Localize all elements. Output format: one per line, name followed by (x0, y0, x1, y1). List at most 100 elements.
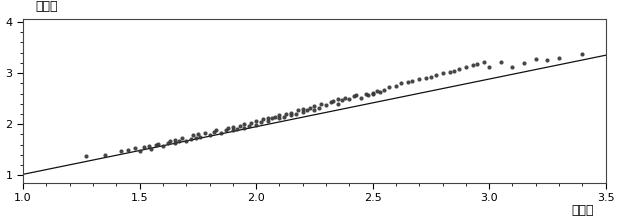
Point (263, 116, 273, 119)
Point (251, 119, 261, 123)
Point (340, 96, 350, 99)
Point (298, 107, 308, 111)
Point (275, 113, 285, 117)
Point (309, 108, 319, 112)
Point (407, 79, 417, 83)
Point (468, 64, 478, 67)
Point (414, 78, 424, 81)
Point (333, 97, 343, 101)
Point (484, 65, 494, 69)
Point (309, 105, 319, 108)
Point (263, 119, 273, 123)
Point (328, 99, 338, 103)
Point (123, 148, 133, 152)
Point (162, 141, 172, 145)
Point (258, 117, 268, 121)
Point (286, 113, 296, 117)
Point (333, 102, 343, 106)
Point (450, 69, 459, 72)
Point (153, 142, 163, 145)
Point (209, 130, 219, 134)
Point (472, 62, 482, 66)
Point (200, 131, 210, 135)
Point (239, 126, 249, 130)
Point (305, 106, 315, 110)
Point (256, 120, 266, 123)
Point (337, 98, 347, 102)
Point (181, 139, 191, 142)
Point (554, 56, 564, 60)
Point (170, 138, 180, 141)
Point (177, 136, 187, 140)
Point (507, 65, 517, 69)
Point (542, 58, 552, 62)
Point (244, 125, 254, 128)
Point (361, 92, 371, 95)
Point (223, 127, 233, 130)
Point (165, 139, 175, 142)
Point (577, 52, 587, 56)
Point (146, 147, 156, 151)
Point (235, 124, 245, 127)
Point (130, 146, 140, 150)
Point (321, 103, 331, 107)
Point (135, 149, 144, 153)
Point (275, 116, 285, 119)
Point (496, 60, 506, 64)
Point (391, 84, 401, 88)
Point (270, 115, 280, 118)
Point (352, 93, 361, 97)
Point (228, 129, 237, 132)
X-axis label: 化学値: 化学値 (571, 204, 593, 217)
Point (267, 116, 277, 120)
Point (379, 88, 389, 92)
Point (430, 73, 440, 76)
Point (195, 135, 205, 138)
Point (326, 101, 335, 104)
Point (438, 71, 448, 75)
Point (221, 129, 231, 132)
Point (519, 61, 529, 65)
Point (445, 70, 454, 74)
Point (81, 154, 91, 158)
Point (368, 92, 378, 95)
Point (144, 144, 154, 148)
Point (426, 75, 436, 78)
Point (151, 143, 161, 146)
Point (531, 58, 541, 61)
Point (368, 91, 378, 94)
Point (205, 133, 215, 137)
Point (140, 145, 149, 149)
Point (479, 60, 489, 64)
Point (100, 153, 110, 157)
Point (170, 141, 180, 145)
Point (247, 121, 257, 125)
Point (293, 109, 303, 112)
Point (193, 133, 203, 136)
Y-axis label: 预测値: 预测値 (35, 0, 58, 13)
Point (211, 129, 221, 132)
Point (373, 89, 383, 93)
Point (303, 109, 312, 112)
Point (228, 125, 237, 129)
Point (344, 97, 354, 101)
Point (316, 102, 326, 106)
Point (396, 82, 405, 85)
Point (174, 139, 184, 143)
Point (116, 150, 126, 153)
Point (374, 90, 384, 94)
Point (186, 137, 196, 140)
Point (454, 67, 464, 71)
Point (421, 76, 431, 80)
Point (314, 106, 324, 110)
Point (279, 115, 289, 118)
Point (286, 111, 296, 115)
Point (356, 96, 366, 99)
Point (216, 131, 226, 135)
Point (298, 111, 308, 114)
Point (188, 134, 198, 137)
Point (281, 112, 291, 116)
Point (349, 94, 359, 98)
Point (232, 127, 242, 131)
Point (402, 80, 412, 84)
